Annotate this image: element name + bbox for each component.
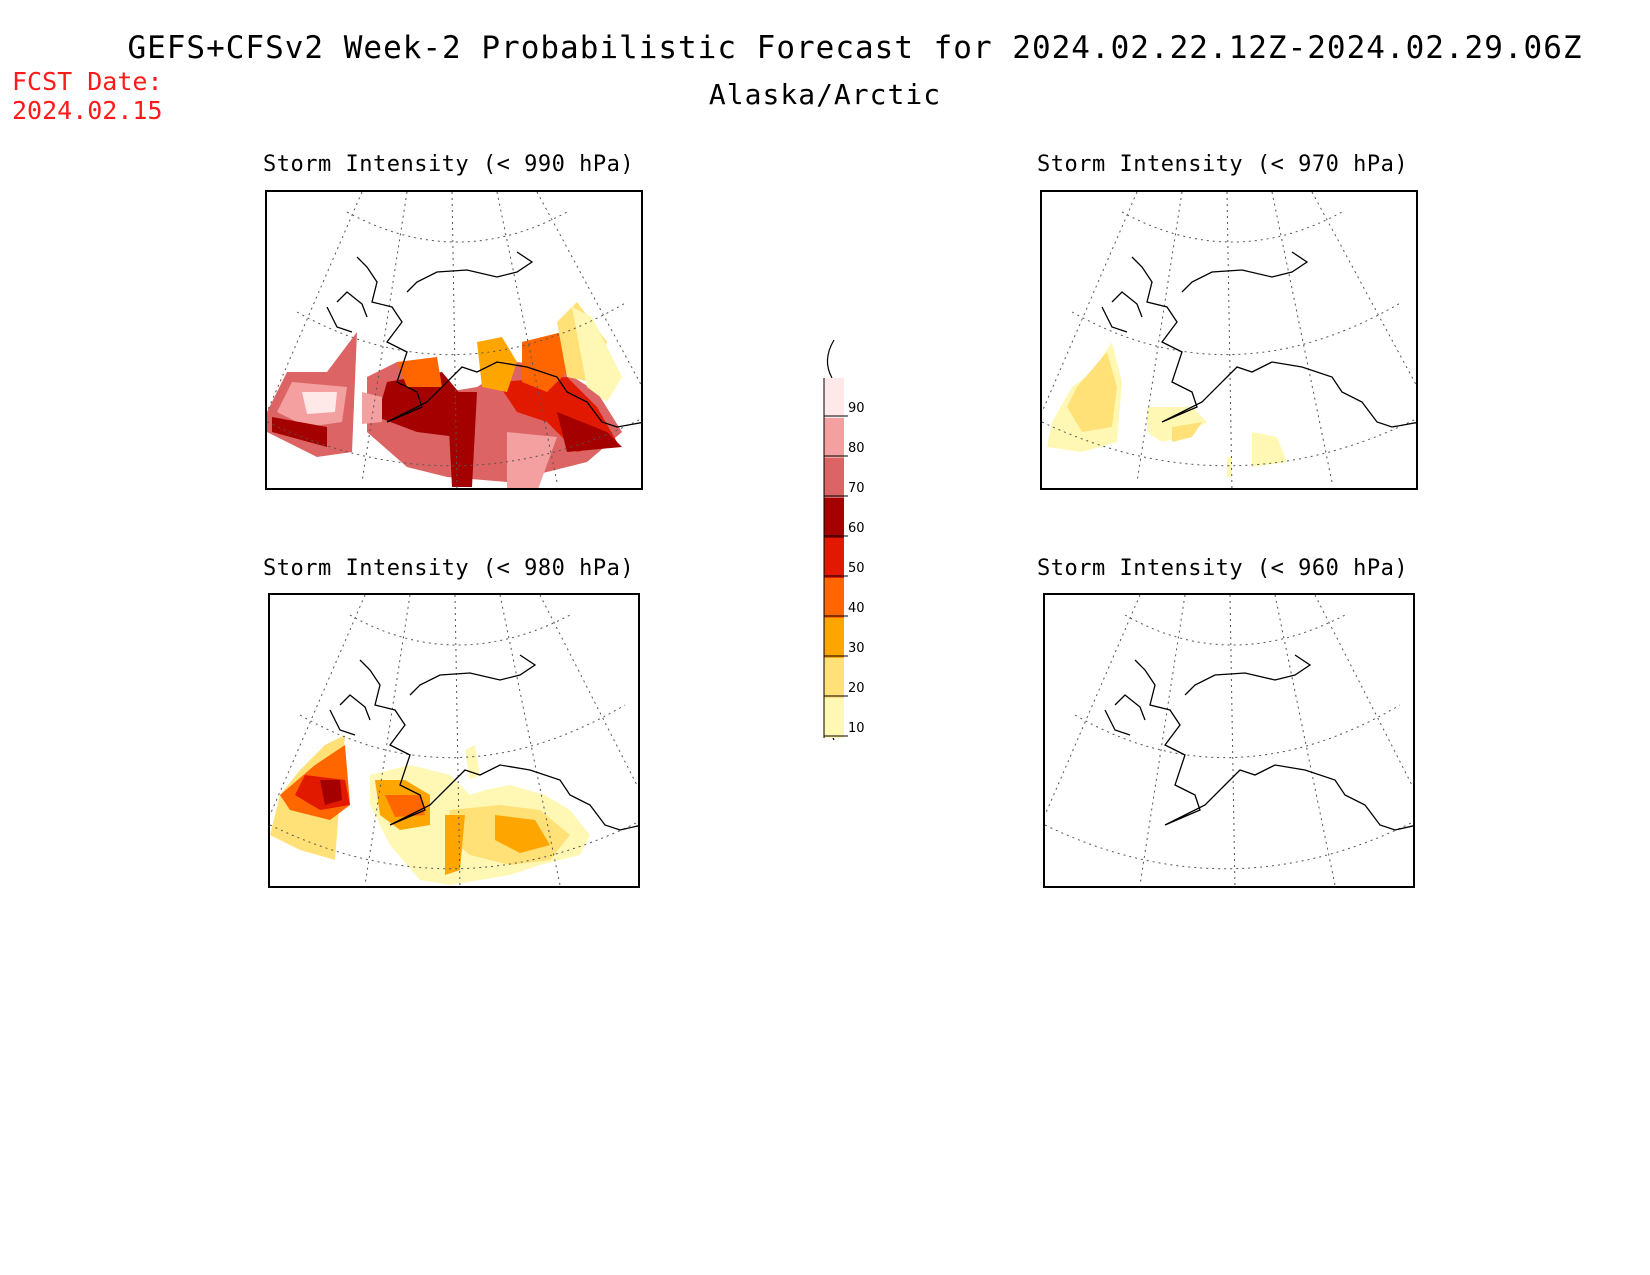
colorbar-tick-label: 90	[848, 401, 865, 416]
probability-colorbar: 90 80 70 60 50 40 30 20 10	[820, 330, 890, 754]
colorbar-tick-label: 50	[848, 561, 865, 576]
colorbar-swatch	[824, 498, 844, 538]
map-panel-970hpa	[1040, 190, 1418, 490]
colorbar-svg: 90 80 70 60 50 40 30 20 10	[823, 339, 865, 741]
panel-title-970: Storm Intensity (< 970 hPa)	[1037, 152, 1409, 177]
map-970hpa	[1042, 192, 1416, 488]
colorbar-swatch	[824, 538, 844, 578]
graticule-970	[1042, 192, 1416, 488]
colorbar-swatch	[824, 458, 844, 498]
graticule-990	[267, 192, 641, 488]
map-panel-990hpa	[265, 190, 643, 490]
colorbar-tick-label: 20	[848, 681, 865, 696]
graticule-960	[1045, 595, 1413, 886]
coastline-990	[326, 251, 641, 428]
panel-title-980: Storm Intensity (< 980 hPa)	[263, 556, 635, 581]
colorbar-tick-label: 70	[848, 481, 865, 496]
graticule-980	[270, 595, 638, 886]
panel-title-960: Storm Intensity (< 960 hPa)	[1037, 556, 1409, 581]
region-subtitle: Alaska/Arctic	[708, 78, 942, 111]
colorbar-tick-label: 10	[848, 721, 865, 736]
colorbar-tick-label: 40	[848, 601, 865, 616]
colorbar-top-arrow	[826, 339, 835, 379]
colorbar-swatch	[824, 698, 844, 738]
colorbar-swatch	[824, 618, 844, 658]
colorbar-swatch	[824, 418, 844, 458]
map-990hpa	[267, 192, 641, 488]
colorbar-tick-label: 30	[848, 641, 865, 656]
fcst-date-label: FCST Date:	[12, 67, 163, 96]
map-panel-980hpa	[268, 593, 640, 888]
probability-shading-980	[270, 735, 590, 885]
coastline-980	[329, 654, 638, 831]
coastline-970	[1101, 251, 1416, 428]
main-title: GEFS+CFSv2 Week-2 Probabilistic Forecast…	[127, 30, 1583, 66]
probability-shading-970	[1047, 342, 1287, 477]
map-960hpa	[1045, 595, 1413, 886]
colorbar-swatch	[824, 658, 844, 698]
fcst-date-value: 2024.02.15	[12, 96, 163, 125]
map-980hpa	[270, 595, 638, 886]
colorbar-swatch	[824, 578, 844, 618]
probability-shading-990	[267, 302, 622, 488]
colorbar-tick-label: 80	[848, 441, 865, 456]
colorbar-tick-label: 60	[848, 521, 865, 536]
coastline-960	[1104, 654, 1413, 831]
colorbar-swatch	[824, 378, 844, 418]
map-panel-960hpa	[1043, 593, 1415, 888]
panel-title-990: Storm Intensity (< 990 hPa)	[263, 152, 635, 177]
